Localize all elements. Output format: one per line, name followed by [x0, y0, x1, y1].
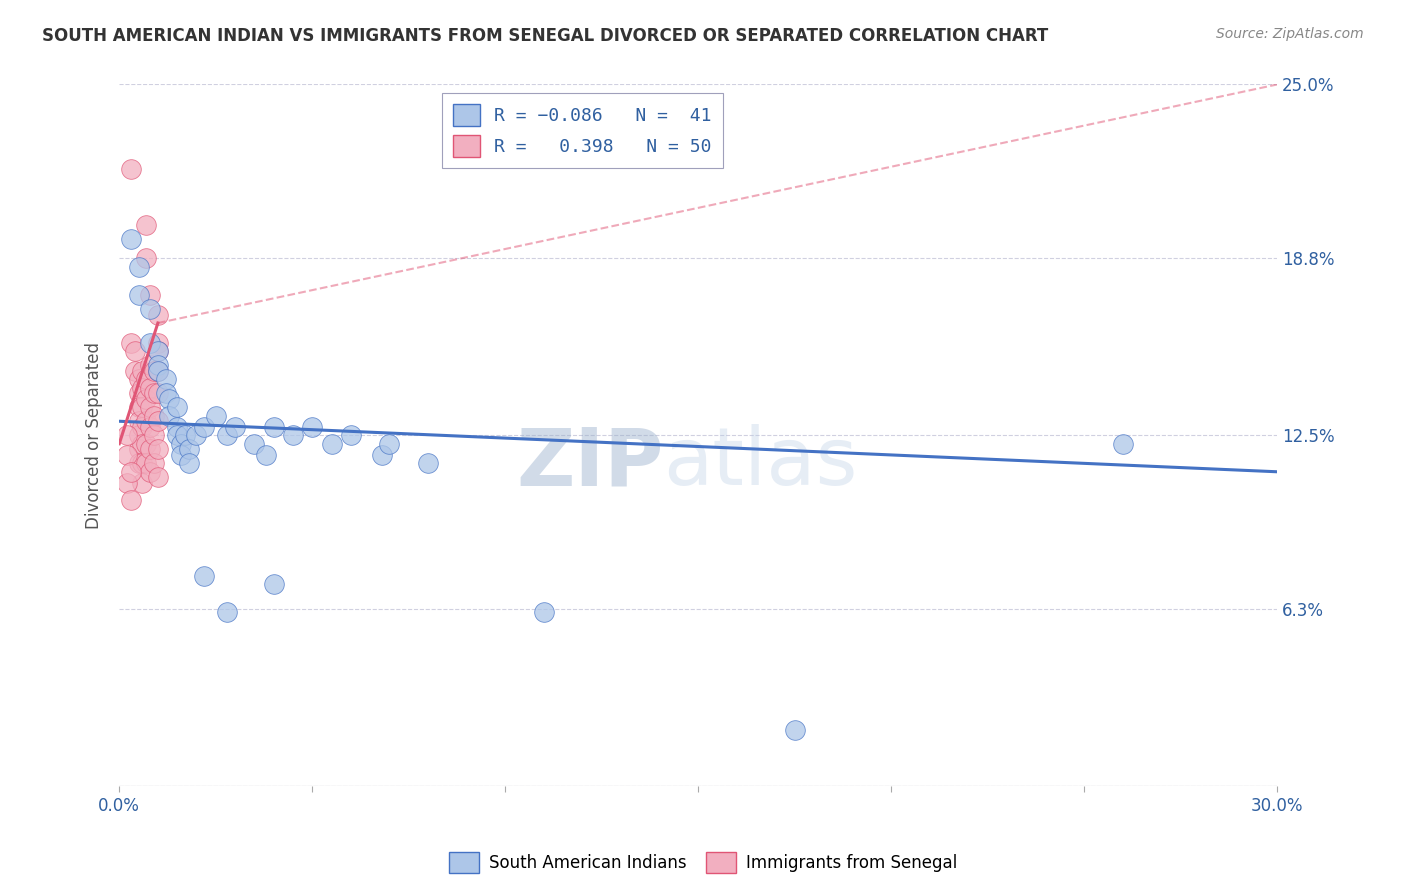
Point: [131, 456, 153, 470]
Point: [155, 372, 177, 386]
Point: [131, 420, 153, 434]
Point: [131, 436, 153, 450]
Point: [120, 492, 142, 507]
Point: [120, 161, 142, 176]
Point: [263, 420, 285, 434]
Point: [135, 414, 157, 428]
Point: [139, 301, 162, 316]
Point: [155, 386, 177, 401]
Point: [135, 372, 157, 386]
Point: [143, 409, 166, 423]
Point: [146, 308, 169, 322]
Point: [115, 475, 138, 490]
Point: [166, 401, 188, 415]
Point: [371, 448, 394, 462]
Point: [128, 428, 150, 442]
Point: [139, 442, 162, 457]
Point: [243, 436, 266, 450]
Point: [146, 414, 169, 428]
Point: [146, 470, 169, 484]
Point: [128, 288, 150, 302]
Point: [143, 456, 166, 470]
Point: [170, 436, 193, 450]
Point: [254, 448, 277, 462]
Point: [204, 409, 226, 423]
Point: [128, 386, 150, 401]
Point: [139, 465, 162, 479]
Point: [128, 401, 150, 415]
Point: [115, 448, 138, 462]
Point: [128, 260, 150, 274]
Point: [263, 577, 285, 591]
Point: [146, 364, 169, 378]
Point: [159, 392, 181, 406]
Point: [124, 364, 146, 378]
Text: Source: ZipAtlas.com: Source: ZipAtlas.com: [1216, 27, 1364, 41]
Point: [120, 232, 142, 246]
Point: [131, 475, 153, 490]
Point: [301, 420, 323, 434]
Point: [321, 436, 343, 450]
Point: [143, 364, 166, 378]
Point: [281, 428, 304, 442]
Point: [146, 442, 169, 457]
Point: [217, 428, 239, 442]
Point: [224, 420, 246, 434]
Point: [146, 358, 169, 372]
Point: [159, 409, 181, 423]
Text: atlas: atlas: [664, 425, 858, 502]
Point: [340, 428, 363, 442]
Point: [115, 428, 138, 442]
Point: [128, 414, 150, 428]
Point: [128, 456, 150, 470]
Point: [146, 344, 169, 359]
Point: [131, 381, 153, 395]
Text: ZIP: ZIP: [516, 425, 664, 502]
Point: [139, 381, 162, 395]
Point: [139, 420, 162, 434]
Point: [143, 386, 166, 401]
Point: [166, 420, 188, 434]
Point: [146, 344, 169, 359]
Point: [135, 456, 157, 470]
Point: [135, 252, 157, 266]
Point: [120, 465, 142, 479]
Point: [186, 428, 208, 442]
Point: [783, 723, 806, 737]
Point: [166, 428, 188, 442]
Point: [139, 401, 162, 415]
Point: [193, 420, 215, 434]
Point: [177, 456, 200, 470]
Y-axis label: Divorced or Separated: Divorced or Separated: [86, 342, 103, 529]
Point: [139, 288, 162, 302]
Point: [1112, 436, 1135, 450]
Point: [217, 605, 239, 619]
Point: [128, 372, 150, 386]
Point: [143, 428, 166, 442]
Point: [146, 335, 169, 350]
Point: [131, 401, 153, 415]
Point: [193, 568, 215, 582]
Legend: South American Indians, Immigrants from Senegal: South American Indians, Immigrants from …: [441, 846, 965, 880]
Point: [146, 386, 169, 401]
Point: [177, 442, 200, 457]
Point: [139, 358, 162, 372]
Point: [146, 364, 169, 378]
Point: [174, 428, 197, 442]
Point: [139, 335, 162, 350]
Point: [378, 436, 401, 450]
Point: [124, 344, 146, 359]
Point: [120, 335, 142, 350]
Legend: R = −0.086   N =  41, R =   0.398   N = 50: R = −0.086 N = 41, R = 0.398 N = 50: [441, 94, 723, 169]
Point: [135, 218, 157, 232]
Point: [135, 436, 157, 450]
Point: [135, 392, 157, 406]
Point: [533, 605, 555, 619]
Point: [131, 364, 153, 378]
Point: [416, 456, 439, 470]
Text: SOUTH AMERICAN INDIAN VS IMMIGRANTS FROM SENEGAL DIVORCED OR SEPARATED CORRELATI: SOUTH AMERICAN INDIAN VS IMMIGRANTS FROM…: [42, 27, 1049, 45]
Point: [170, 448, 193, 462]
Point: [128, 442, 150, 457]
